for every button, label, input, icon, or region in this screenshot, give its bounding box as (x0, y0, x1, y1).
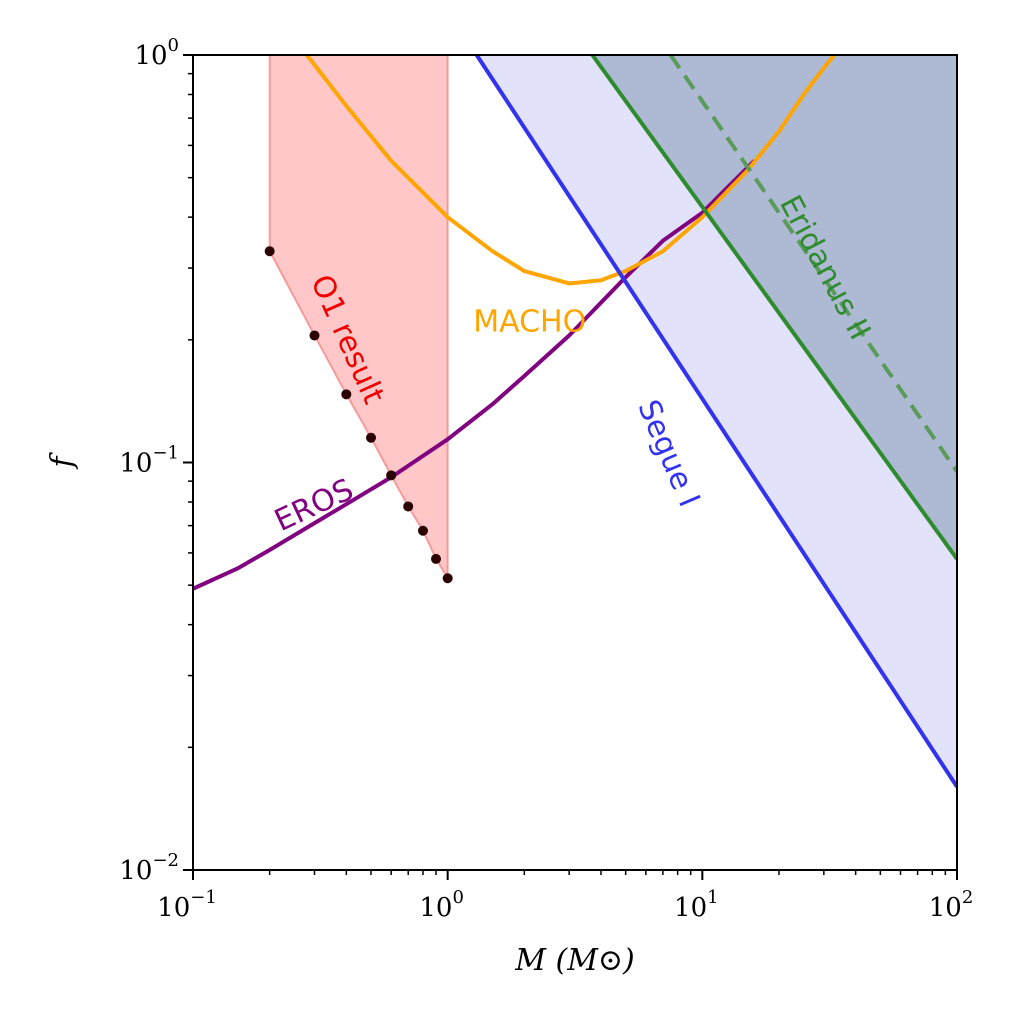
macho-line (305, 55, 836, 286)
x-tick-exp: 2 (962, 887, 973, 908)
x-tick-base: 10 (674, 893, 707, 923)
x-tick-exp: −1 (190, 887, 217, 908)
y-tick-label: 10−2 (119, 850, 179, 886)
series-lines (193, 55, 957, 788)
y-tick-label: 100 (134, 35, 179, 71)
x-tick-label: 102 (929, 887, 974, 923)
eridanus-ii-line (590, 55, 957, 561)
eros-line (193, 159, 756, 591)
x-tick-label: 10−1 (157, 887, 217, 923)
o1-data-point (366, 432, 377, 443)
y-tick-exp: −2 (152, 850, 179, 871)
data-points (264, 246, 453, 584)
eridanus-ii-dashed-line (668, 55, 957, 473)
x-tick-base: 10 (419, 893, 452, 923)
segue-i-line (475, 55, 957, 788)
o1-data-point (341, 389, 352, 400)
o1-data-point (386, 470, 397, 481)
o1-data-point (442, 573, 453, 584)
macho-label: MACHO (473, 304, 586, 339)
o1-result-region (268, 55, 449, 582)
y-tick-base: 10 (119, 449, 152, 479)
y-tick-exp: −1 (152, 443, 179, 464)
y-tick-base: 10 (134, 41, 167, 71)
y-axis-label: f (45, 452, 80, 470)
x-tick-base: 10 (157, 893, 190, 923)
o1-data-point (431, 553, 442, 564)
x-axis-label: M (M⊙) (514, 943, 635, 978)
x-tick-label: 101 (674, 887, 719, 923)
x-tick-exp: 0 (452, 887, 463, 908)
o1-data-point (417, 525, 428, 536)
segue-i-label: Segue I (630, 395, 706, 512)
x-tick-label: 100 (419, 887, 464, 923)
y-tick-label: 10−1 (119, 443, 179, 479)
o1-data-point (264, 246, 275, 257)
x-axis-label-text: M (M⊙) (514, 943, 635, 978)
fill-regions (268, 55, 957, 787)
o1-data-point (403, 501, 414, 512)
x-tick-base: 10 (929, 893, 962, 923)
y-tick-base: 10 (119, 856, 152, 886)
eros-label: EROS (269, 472, 359, 539)
o1-data-point (309, 330, 320, 341)
x-tick-exp: 1 (707, 887, 718, 908)
y-tick-exp: 0 (168, 35, 179, 56)
